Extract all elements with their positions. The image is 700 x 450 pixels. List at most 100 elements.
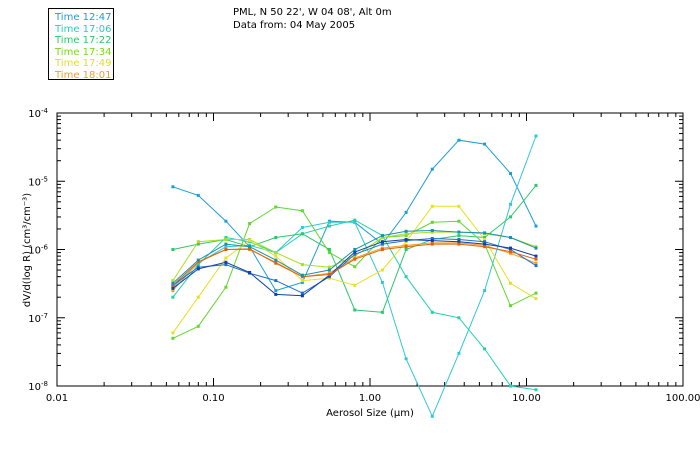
x-axis-label: Aerosol Size (μm) xyxy=(326,408,414,419)
legend-item-1: Time 12:47 xyxy=(55,12,112,23)
data-point xyxy=(327,251,331,255)
chart-header: PML, N 50 22', W 04 08', Alt 0m Data fro… xyxy=(233,6,392,32)
data-point xyxy=(171,295,175,299)
y-tick-label: 10-7 xyxy=(28,312,48,325)
legend: Time 12:47 Time 17:06 Time 17:22 Time 17… xyxy=(48,8,114,81)
data-point xyxy=(248,271,252,274)
data-point xyxy=(353,265,357,269)
location-line: PML, N 50 22', W 04 08', Alt 0m xyxy=(233,7,392,18)
data-point xyxy=(509,172,512,175)
data-point xyxy=(430,220,434,224)
data-point xyxy=(224,248,228,251)
legend-item-6: Time 18:01 xyxy=(55,69,112,81)
data-point xyxy=(224,260,228,264)
data-point xyxy=(457,238,461,241)
data-point xyxy=(274,254,278,258)
data-point xyxy=(224,242,228,246)
data-point xyxy=(380,240,384,244)
series-line-5 xyxy=(172,206,537,339)
data-point xyxy=(509,246,512,250)
data-point xyxy=(327,268,331,272)
data-point xyxy=(404,229,408,233)
data-point xyxy=(483,231,487,235)
data-point xyxy=(224,219,228,223)
data-point xyxy=(300,291,304,295)
data-point xyxy=(171,286,175,290)
data-point xyxy=(430,230,434,234)
data-point xyxy=(380,248,384,251)
legend-item-2: Time 17:06 xyxy=(55,23,112,35)
data-point xyxy=(430,310,434,314)
data-point xyxy=(457,230,461,234)
data-point xyxy=(274,289,278,293)
data-point xyxy=(196,242,200,246)
data-point xyxy=(380,268,384,272)
data-point xyxy=(430,229,434,232)
legend-item-5: Time 17:49 xyxy=(55,58,112,70)
data-point xyxy=(509,250,512,254)
data-point xyxy=(534,291,538,295)
data-point xyxy=(248,245,252,249)
data-point xyxy=(353,220,357,224)
data-point xyxy=(483,240,487,244)
data-point xyxy=(300,279,304,283)
data-point xyxy=(404,238,408,241)
data-point xyxy=(534,261,538,265)
data-point xyxy=(483,289,487,293)
data-point xyxy=(483,245,487,249)
data-point xyxy=(300,294,304,298)
data-point xyxy=(274,261,278,265)
data-point xyxy=(327,248,331,251)
data-point xyxy=(327,224,331,228)
data-point xyxy=(483,347,487,351)
data-point xyxy=(404,234,408,238)
data-point xyxy=(430,242,434,246)
date-line: Data from: 04 May 2005 xyxy=(233,20,356,31)
data-point xyxy=(353,254,357,258)
data-point xyxy=(274,292,278,296)
data-point xyxy=(171,281,175,285)
data-point xyxy=(196,263,200,267)
tick-labels: 0.01 0.10 1.00 10.00 100.00 10-4 10-5 10-6 10-7 1… xyxy=(28,107,700,404)
data-point xyxy=(534,134,538,138)
data-point xyxy=(509,384,512,388)
data-point xyxy=(224,236,228,239)
data-point xyxy=(171,248,175,251)
data-point xyxy=(534,224,538,228)
data-point xyxy=(353,252,357,256)
series-lines xyxy=(172,135,537,418)
legend-item-3: Time 17:22 xyxy=(55,35,112,47)
data-point xyxy=(457,219,461,223)
data-point xyxy=(353,250,357,254)
data-point xyxy=(300,209,304,213)
data-point xyxy=(196,324,200,328)
data-point xyxy=(300,273,304,277)
data-point xyxy=(534,254,538,258)
data-point xyxy=(483,242,487,246)
data-point xyxy=(430,239,434,243)
legend-item-4: Time 17:34 xyxy=(55,46,112,58)
data-point xyxy=(457,138,461,142)
data-point xyxy=(380,234,384,238)
x-tick-label: 0.10 xyxy=(202,393,224,404)
data-point xyxy=(224,285,228,289)
data-point xyxy=(196,260,200,264)
data-point xyxy=(196,295,200,299)
data-point xyxy=(171,279,175,283)
data-point xyxy=(353,248,357,251)
x-tick-label: 10.00 xyxy=(512,393,541,404)
data-point xyxy=(196,265,200,269)
data-point xyxy=(404,245,408,249)
data-point xyxy=(171,331,175,335)
data-point xyxy=(380,242,384,246)
data-point xyxy=(404,357,408,361)
x-tick-label: 1.00 xyxy=(359,393,381,404)
plot-frame xyxy=(56,112,684,387)
data-point xyxy=(430,414,434,418)
data-point xyxy=(300,263,304,267)
data-point xyxy=(404,248,408,251)
data-point xyxy=(274,258,278,262)
data-point xyxy=(534,388,538,392)
data-point xyxy=(248,222,252,226)
